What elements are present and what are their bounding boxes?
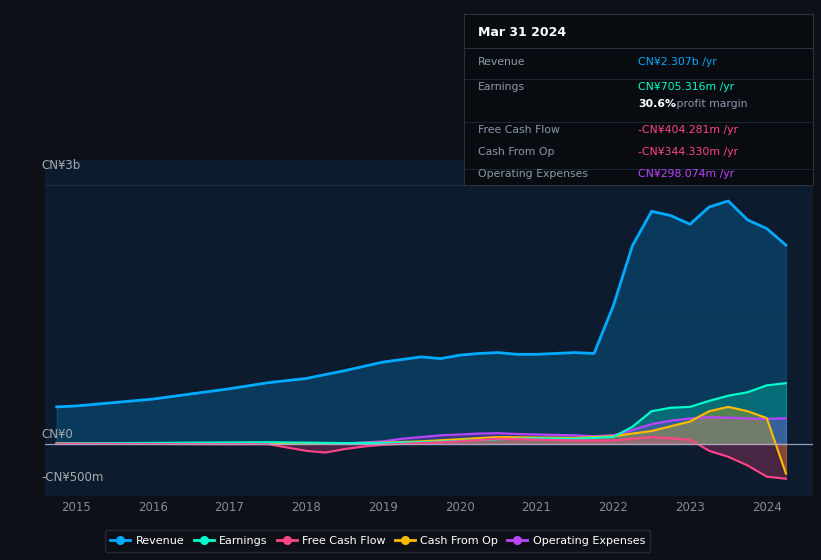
Text: Cash From Op: Cash From Op [478, 147, 554, 157]
Text: CN¥3b: CN¥3b [41, 159, 80, 172]
Text: -CN¥500m: -CN¥500m [41, 470, 103, 484]
Text: CN¥0: CN¥0 [41, 427, 73, 441]
Text: -CN¥344.330m /yr: -CN¥344.330m /yr [639, 147, 738, 157]
Text: Free Cash Flow: Free Cash Flow [478, 125, 560, 135]
Text: CN¥2.307b /yr: CN¥2.307b /yr [639, 57, 717, 67]
Text: -CN¥404.281m /yr: -CN¥404.281m /yr [639, 125, 738, 135]
Text: 30.6%: 30.6% [639, 100, 677, 109]
Text: CN¥298.074m /yr: CN¥298.074m /yr [639, 170, 735, 179]
Legend: Revenue, Earnings, Free Cash Flow, Cash From Op, Operating Expenses: Revenue, Earnings, Free Cash Flow, Cash … [105, 530, 650, 552]
Text: Mar 31 2024: Mar 31 2024 [478, 26, 566, 39]
Text: Revenue: Revenue [478, 57, 525, 67]
Text: profit margin: profit margin [673, 100, 748, 109]
Text: CN¥705.316m /yr: CN¥705.316m /yr [639, 82, 735, 92]
Text: Operating Expenses: Operating Expenses [478, 170, 588, 179]
Text: Earnings: Earnings [478, 82, 525, 92]
